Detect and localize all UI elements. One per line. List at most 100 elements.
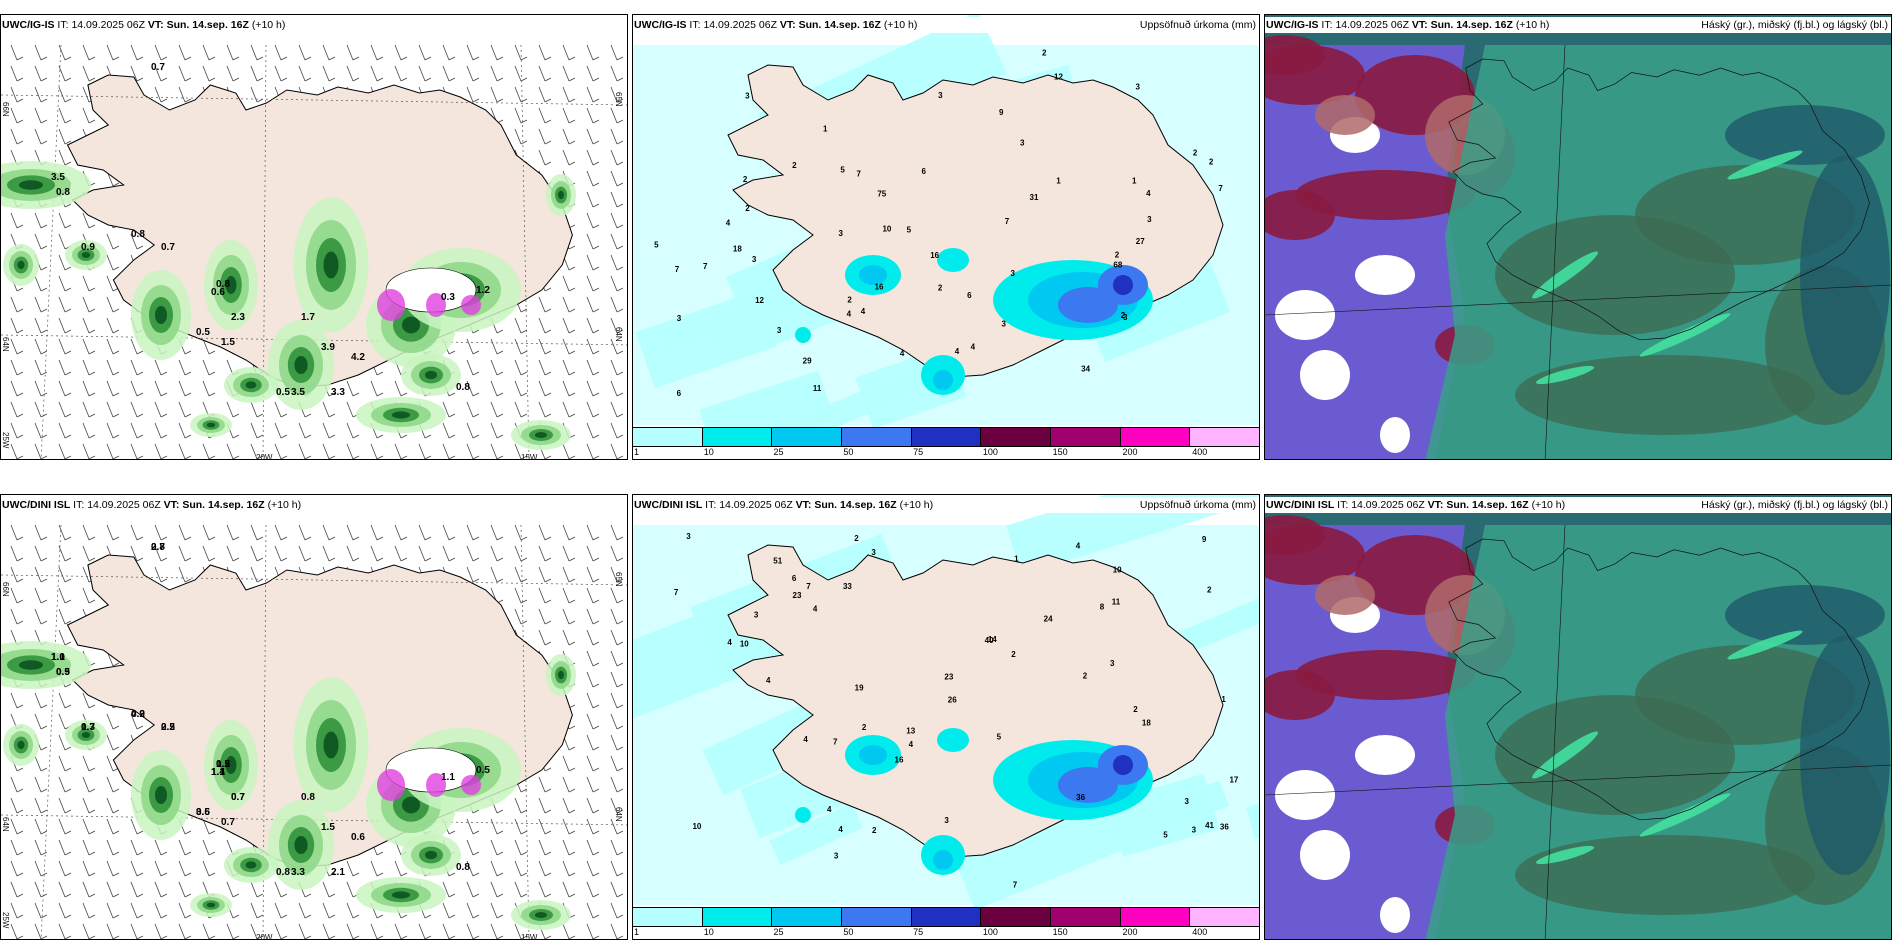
- precip-value-label: 0.5: [196, 807, 210, 818]
- precip-value-label: 1.3: [81, 722, 95, 733]
- colorbar-swatch: [1050, 428, 1120, 446]
- precip-value-label: 7: [703, 262, 708, 271]
- precip-value-label: 0.8: [456, 382, 470, 393]
- colorbar-tick-label: 1: [634, 927, 640, 937]
- precip-value-label: 24: [1044, 614, 1053, 623]
- precip-value-label: 23: [944, 672, 953, 681]
- precip-value-label: 36: [1220, 822, 1229, 831]
- header-model: UWC/DINI ISL: [1266, 499, 1335, 511]
- precip-value-label: 4: [1146, 189, 1151, 198]
- colorbar-tick-label: 50: [843, 447, 854, 457]
- precip-value-label: 3.6: [196, 807, 210, 818]
- precip-value-label: 0.5: [196, 327, 210, 338]
- precip-value-label: 5: [840, 165, 845, 174]
- precip-value-label: 4.2: [351, 352, 365, 363]
- precip-value-label: 75: [877, 189, 886, 198]
- precip-value-label: 14: [988, 635, 997, 644]
- precip-value-label: 3: [686, 532, 691, 541]
- precip-value-label: 1.1: [211, 767, 225, 778]
- axis-label: 20W: [256, 453, 273, 460]
- precip-value-label: 0.9: [81, 242, 95, 253]
- header-lead: (+10 h): [899, 499, 934, 511]
- colorbar-swatch: [771, 908, 842, 926]
- precip-value-label: 0.8: [276, 867, 290, 878]
- axis-label: 64N: [614, 327, 623, 342]
- colorbar-tick-label: 75: [913, 447, 924, 457]
- header-model: UWC/DINI ISL: [634, 499, 703, 511]
- colorbar-tick-label: 200: [1122, 927, 1138, 937]
- precip-value-label: 12: [1054, 72, 1063, 81]
- panel-igis-wind: UWC/IG-IS IT: 14.09.2025 06Z VT: Sun. 14…: [0, 14, 628, 460]
- header-it-label: IT:: [1337, 499, 1349, 511]
- precip-value-label: 3: [838, 229, 843, 238]
- colorbar-tick-label: 100: [982, 447, 998, 457]
- precip-value-label: 4: [909, 740, 914, 749]
- map-canvas: 2343281443947253427134107102463343324362…: [633, 495, 1259, 939]
- precip-value-label: 3: [1123, 313, 1128, 322]
- precip-value-label: 1: [1221, 695, 1226, 704]
- colorbar-swatch: [633, 428, 702, 446]
- precip-value-label: 2.8: [151, 542, 165, 553]
- header-vt-label: VT:: [147, 19, 164, 31]
- panel-dini-cloud: UWC/DINI ISL IT: 14.09.2025 06Z VT: Sun.…: [1264, 494, 1892, 940]
- colorbar-tick-label: 25: [773, 447, 784, 457]
- precip-value-label: 1.2: [216, 759, 230, 770]
- axis-label: 64N: [1, 817, 10, 832]
- precip-value-label: 2: [1207, 585, 1212, 594]
- precip-value-label: 51: [773, 556, 782, 565]
- precip-value-label: 13: [906, 727, 915, 736]
- precip-value-label: 1.5: [321, 822, 335, 833]
- panel-dini-wind: UWC/DINI ISL IT: 14.09.2025 06Z VT: Sun.…: [0, 494, 628, 940]
- panel-field-title: Háský (gr.), miðský (fj.bl.) og lágský (…: [1701, 19, 1888, 31]
- header-it-label: IT:: [73, 499, 85, 511]
- precip-value-label: 4: [838, 825, 843, 834]
- colorbar-tick-label: 50: [843, 927, 854, 937]
- header-it-label: IT:: [1321, 19, 1333, 31]
- precip-value-label: 23: [793, 591, 802, 600]
- colorbar-tick-label: 1: [634, 447, 640, 457]
- precip-value-label: 4: [803, 735, 808, 744]
- axis-label: 15W: [521, 453, 538, 460]
- precip-value-label: 2: [1115, 250, 1120, 259]
- precip-value-label: 0.7: [221, 817, 235, 828]
- precip-value-label: 7: [675, 265, 680, 274]
- axis-label: 65N: [614, 572, 623, 587]
- header-vt-label: VT:: [163, 499, 180, 511]
- precip-value-label: 9: [999, 108, 1004, 117]
- header-vt-value: Sun. 14.sep. 16Z: [798, 19, 881, 31]
- precip-value-label: 11: [813, 384, 822, 393]
- colorbar-tick-label: 25: [773, 927, 784, 937]
- precip-value-label: 7: [1005, 217, 1010, 226]
- precip-value-label: 7: [857, 170, 862, 179]
- precip-value-label: 1.1: [441, 772, 455, 783]
- precip-value-label: 40: [985, 636, 994, 645]
- precip-value-label: 4: [847, 310, 852, 319]
- precip-value-label: 3.3: [291, 867, 305, 878]
- header-it-value: 14.09.2025 06Z: [703, 19, 777, 31]
- precip-value-label: 10: [882, 224, 891, 233]
- colorbar-swatch: [910, 428, 981, 446]
- header-vt-label: VT:: [1411, 19, 1428, 31]
- precip-value-label: 4: [727, 638, 732, 647]
- precip-value-label: 2: [1193, 149, 1198, 158]
- precip-value-label: 2.3: [231, 312, 245, 323]
- precip-value-label: 3.9: [321, 342, 335, 353]
- header-lead: (+10 h): [883, 19, 918, 31]
- header-it-value: 14.09.2025 06Z: [71, 19, 145, 31]
- precip-value-label: 2: [872, 826, 877, 835]
- header-lead: (+10 h): [1515, 19, 1550, 31]
- precip-value-label: 3: [754, 610, 759, 619]
- axis-label: 20W: [256, 933, 273, 940]
- precip-value-label: 9: [1202, 535, 1207, 544]
- precip-value-label: 3.5: [291, 387, 305, 398]
- precip-value-label: 1: [1056, 176, 1061, 185]
- precip-value-label: 5: [1163, 831, 1168, 840]
- panel-field-title: Háský (gr.), miðský (fj.bl.) og lágský (…: [1701, 499, 1888, 511]
- precip-value-label: 1.0: [51, 652, 65, 663]
- map-canvas: [1265, 15, 1891, 459]
- precip-value-label: 6: [967, 291, 972, 300]
- precip-value-label: 3: [677, 314, 682, 323]
- header-it-value: 14.09.2025 06Z: [87, 499, 161, 511]
- colorbar-swatch: [701, 908, 772, 926]
- colorbar-tick-label: 400: [1192, 927, 1208, 937]
